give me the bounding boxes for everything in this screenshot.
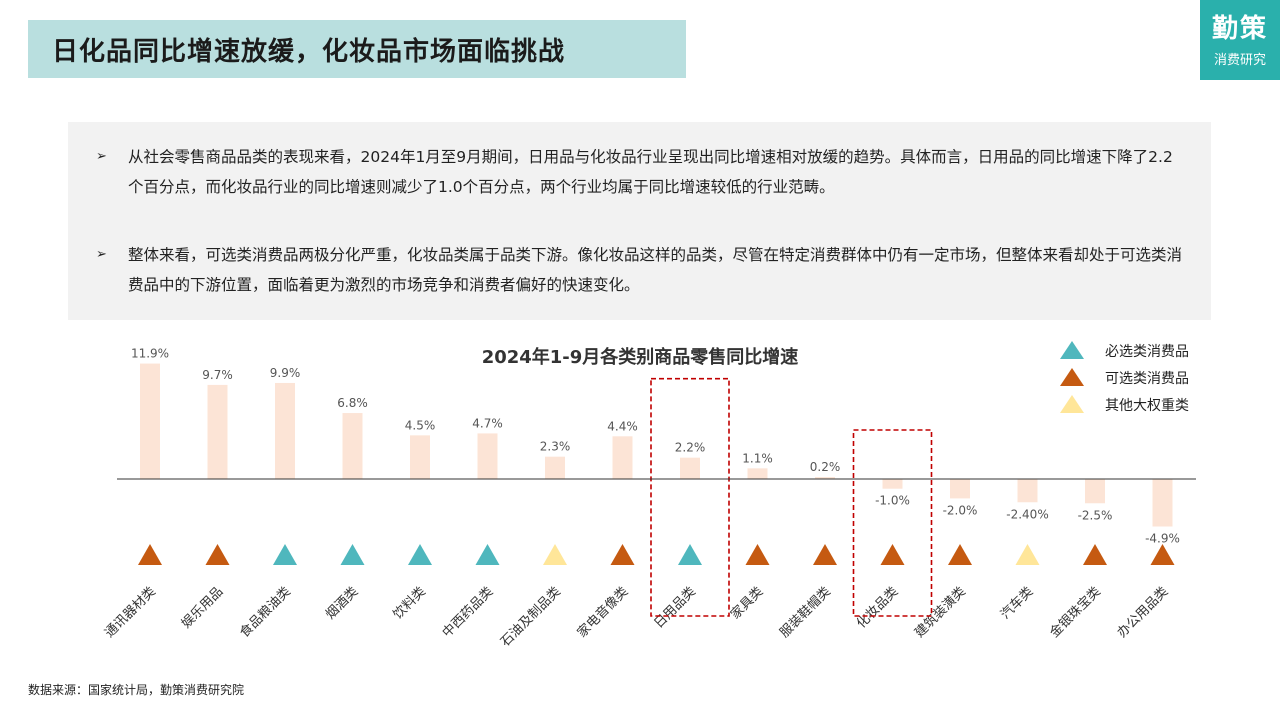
chart-title: 2024年1-9月各类别商品零售同比增速 — [482, 346, 799, 368]
legend-marker-icon — [1060, 395, 1084, 413]
data-label: 9.7% — [202, 368, 233, 382]
data-label: 11.9% — [131, 347, 169, 361]
category-tick-label: 家电音像类 — [574, 584, 631, 641]
data-label: 2.2% — [675, 441, 706, 455]
legend-label: 可选类消费品 — [1105, 371, 1189, 387]
bar — [815, 477, 835, 479]
category-tick-label: 石油及制品类 — [498, 584, 564, 650]
bar — [140, 363, 160, 479]
category-type-marker-icon — [408, 544, 432, 565]
highlight-box — [650, 377, 730, 617]
data-label: -1.0% — [875, 494, 910, 508]
category-type-marker-icon — [813, 544, 837, 565]
bar-series: 11.9% 通讯器材类 9.7% 娱乐用品 9.9% 食品粮油类 6.8% 烟酒类 4.5% 饮料… — [102, 347, 1180, 650]
bar — [410, 435, 430, 479]
category-type-marker-icon — [610, 544, 635, 565]
summary-point: ➢ 从社会零售商品品类的表现来看，2024年1月至9月期间，日用品与化妆品行业呈… — [96, 142, 1186, 202]
category-tick-label: 通讯器材类 — [102, 584, 159, 641]
category-type-marker-icon — [678, 544, 702, 565]
category-tick-label: 服装鞋帽类 — [777, 584, 834, 641]
legend-marker-icon — [1060, 368, 1084, 386]
bar — [1152, 479, 1173, 527]
category-type-marker-icon — [880, 544, 905, 565]
category-type-marker-icon — [745, 544, 770, 565]
data-label: 6.8% — [337, 396, 368, 410]
brand-logo: 勤策 消费研究 — [1200, 0, 1280, 80]
data-label: 4.5% — [405, 418, 436, 432]
highlight-box — [852, 429, 933, 617]
category-type-marker-icon — [273, 544, 297, 565]
legend-label: 其他大权重类 — [1105, 398, 1189, 414]
data-label: 4.4% — [607, 419, 638, 433]
category-tick-label: 金银珠宝类 — [1047, 584, 1104, 641]
category-tick-label: 办公用品类 — [1115, 584, 1172, 641]
bar — [207, 384, 228, 479]
summary-point-text: 整体来看，可选类消费品两极分化严重，化妆品类属于品类下游。像化妆品这样的品类，尽… — [128, 246, 1183, 294]
category-type-marker-icon — [948, 544, 972, 565]
bar — [612, 436, 633, 479]
data-label: -2.0% — [943, 503, 978, 517]
bar — [680, 457, 700, 479]
logo-sub-text: 消费研究 — [1213, 53, 1266, 68]
category-type-marker-icon — [543, 544, 567, 565]
data-label: 0.2% — [810, 460, 841, 474]
category-tick-label: 娱乐用品 — [179, 584, 226, 631]
data-label: 2.3% — [540, 440, 571, 454]
legend-marker-icon — [1060, 341, 1084, 359]
bar — [747, 468, 768, 479]
category-tick-label: 中西药品类 — [440, 584, 497, 641]
data-source-note: 数据来源：国家统计局，勤策消费研究院 — [28, 683, 245, 697]
bar — [950, 479, 970, 499]
bar — [275, 382, 295, 479]
data-label: 1.1% — [742, 451, 773, 465]
category-type-marker-icon — [138, 544, 162, 565]
category-type-marker-icon — [1015, 544, 1040, 565]
category-type-marker-icon — [205, 544, 230, 565]
highlight-boxes — [650, 377, 933, 617]
category-type-marker-icon — [475, 544, 500, 565]
data-label: -4.9% — [1145, 532, 1180, 546]
bar — [882, 479, 903, 489]
category-tick-label: 饮料类 — [391, 584, 429, 622]
page-title: 日化品同比增速放缓，化妆品市场面临挑战 — [52, 36, 566, 67]
data-label: -2.40% — [1006, 507, 1048, 521]
category-type-marker-icon — [1150, 544, 1175, 565]
data-label: 9.9% — [270, 366, 301, 380]
retail-growth-chart: 2024年1-9月各类别商品零售同比增速 必选类消费品可选类消费品其他大权重类 … — [102, 341, 1196, 650]
legend-label: 必选类消费品 — [1105, 344, 1189, 360]
category-tick-label: 化妆品类 — [854, 584, 901, 631]
category-type-marker-icon — [340, 544, 365, 565]
bar — [477, 433, 498, 479]
bar — [545, 456, 565, 479]
category-type-marker-icon — [1083, 544, 1107, 565]
category-tick-label: 食品粮油类 — [237, 584, 294, 641]
logo-main-text: 勤策 — [1211, 14, 1268, 44]
title-banner: 日化品同比增速放缓，化妆品市场面临挑战 — [28, 20, 686, 78]
summary-panel: ➢ 从社会零售商品品类的表现来看，2024年1月至9月期间，日用品与化妆品行业呈… — [68, 122, 1211, 320]
data-label: 4.7% — [472, 416, 503, 430]
bar — [1085, 479, 1105, 504]
summary-point: ➢ 整体来看，可选类消费品两极分化严重，化妆品类属于品类下游。像化妆品这样的品类… — [96, 240, 1186, 300]
data-label: -2.5% — [1078, 508, 1113, 522]
category-tick-label: 日用品类 — [651, 584, 698, 631]
category-tick-label: 建筑装潢类 — [912, 584, 969, 641]
category-tick-label: 家具类 — [727, 584, 766, 623]
arrow-bullet-icon: ➢ — [96, 247, 107, 262]
category-tick-label: 汽车类 — [997, 584, 1036, 623]
bar — [1017, 479, 1038, 503]
arrow-bullet-icon: ➢ — [96, 149, 107, 164]
bar — [342, 413, 363, 479]
category-tick-label: 烟酒类 — [323, 584, 361, 622]
summary-point-text: 从社会零售商品品类的表现来看，2024年1月至9月期间，日用品与化妆品行业呈现出… — [128, 148, 1173, 196]
